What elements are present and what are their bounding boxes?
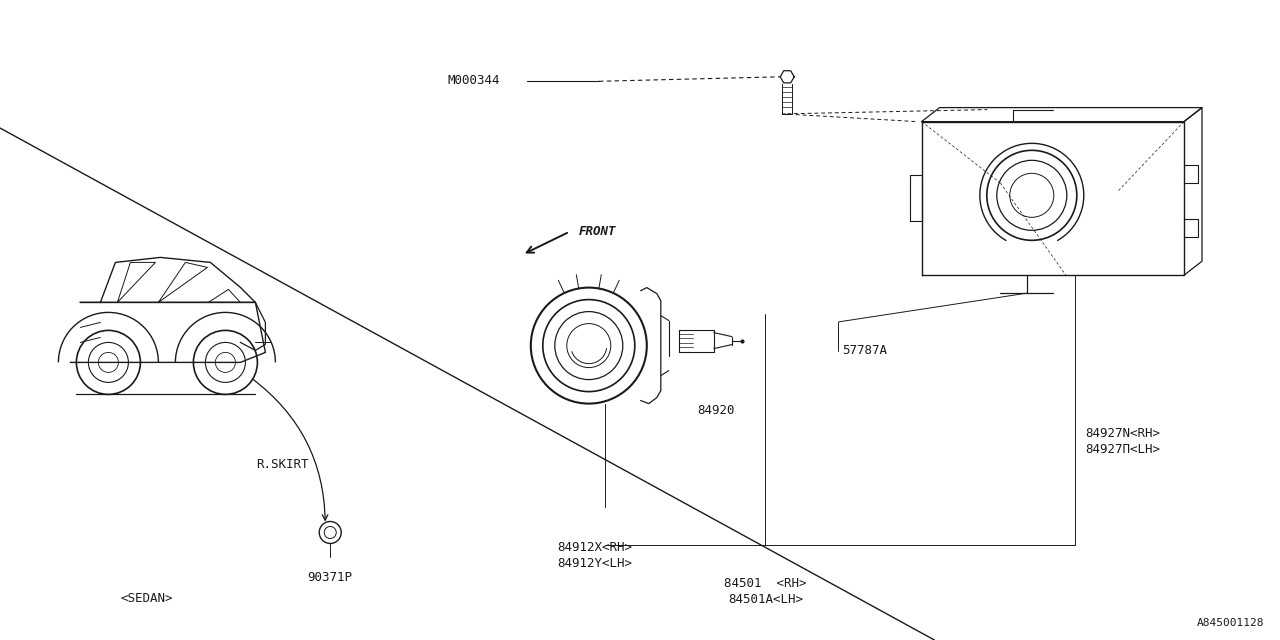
- Text: A845001128: A845001128: [1197, 618, 1265, 628]
- Text: 57787A: 57787A: [842, 344, 887, 357]
- Text: R.SKIRT: R.SKIRT: [256, 458, 308, 470]
- Text: <SEDAN>: <SEDAN>: [120, 592, 174, 605]
- Text: FRONT: FRONT: [579, 225, 616, 238]
- Text: 90371P: 90371P: [307, 571, 353, 584]
- Text: 84912X<RH>
84912Y<LH>: 84912X<RH> 84912Y<LH>: [557, 541, 632, 570]
- Text: 84927N<RH>
84927Π<LH>: 84927N<RH> 84927Π<LH>: [1085, 427, 1161, 456]
- Text: 84920: 84920: [698, 404, 735, 417]
- Text: M000344: M000344: [448, 74, 500, 87]
- Text: 84501  <RH>
84501A<LH>: 84501 <RH> 84501A<LH>: [724, 577, 806, 606]
